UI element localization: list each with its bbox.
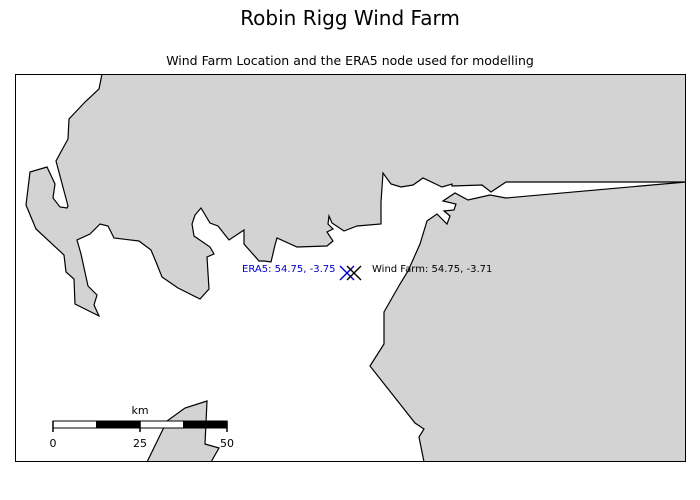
map-subtitle: Wind Farm Location and the ERA5 node use… (166, 53, 534, 68)
wind-farm-marker (346, 265, 362, 281)
land-scotland-main (25, 74, 686, 318)
wind-farm-label: Wind Farm: 54.75, -3.71 (372, 264, 492, 275)
era5-label: ERA5: 54.75, -3.75 (242, 264, 335, 275)
scale-tick-label-25: 25 (133, 437, 147, 450)
map-title: Robin Rigg Wind Farm (240, 6, 460, 30)
land-england (369, 181, 686, 462)
scale-seg-4 (183, 420, 228, 429)
era5-marker (339, 265, 355, 281)
map-canvas: ERA5: 54.75, -3.75 Wind Farm: 54.75, -3.… (15, 74, 686, 462)
scale-bar-unit: km (131, 404, 148, 417)
scale-seg-2 (96, 420, 141, 429)
map-frame-border (15, 74, 686, 462)
scale-seg-1 (52, 420, 97, 429)
scale-seg-3 (139, 420, 184, 429)
scale-tick-label-0: 0 (50, 437, 57, 450)
scale-bar: km 0 25 50 (50, 404, 235, 450)
scale-tick-label-50: 50 (220, 437, 234, 450)
